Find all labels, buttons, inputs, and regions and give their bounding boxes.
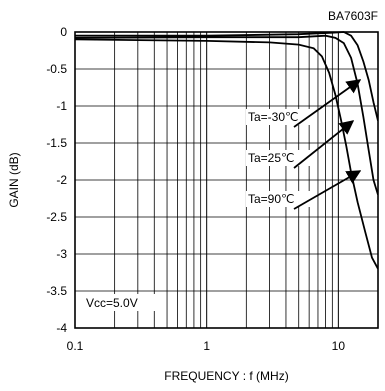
y-tick-label: -1.5 <box>46 136 67 150</box>
y-tick-label: -2 <box>56 173 67 187</box>
annotation-bg <box>246 109 310 125</box>
x-tick-label: 10 <box>332 339 346 353</box>
annotation-bg <box>246 191 310 207</box>
series-line-0 <box>75 31 378 122</box>
y-tick-label: -1 <box>56 99 67 113</box>
annotation-arrow <box>293 79 362 128</box>
series-annotation: Ta=25℃ <box>248 151 295 165</box>
x-tick-label: 0.1 <box>67 339 84 353</box>
annotations: Ta=-30℃ Ta=25℃ Ta=90℃ Vcc=5.0V <box>82 79 362 311</box>
y-tick-label: 0 <box>60 25 67 39</box>
annotation-bg <box>246 150 310 166</box>
annotation-bg <box>82 294 158 311</box>
annotation-arrow <box>293 120 355 169</box>
annotation-arrow <box>293 170 362 210</box>
x-tick-label: 1 <box>203 339 210 353</box>
y-tick-label: -2.5 <box>46 210 67 224</box>
grid <box>74 31 379 329</box>
series-line-2 <box>75 38 378 270</box>
y-tick-label: -3.5 <box>46 284 67 298</box>
series-annotation: Ta=-30℃ <box>248 110 299 124</box>
plot-frame <box>74 31 379 329</box>
curves <box>75 31 378 270</box>
series-annotation: Ta=90℃ <box>248 192 295 206</box>
tick-labels: 0 -0.5 -1 -1.5 -2 -2.5 -3 -3.5 -40.1 1 10 <box>46 25 345 353</box>
x-axis-label: FREQUENCY : f (MHz) <box>164 369 288 383</box>
series-line-1 <box>75 34 378 196</box>
y-tick-label: -4 <box>56 321 67 335</box>
chart-title: BA7603F <box>328 9 378 23</box>
y-tick-label: -3 <box>56 247 67 261</box>
y-tick-label: -0.5 <box>46 62 67 76</box>
condition-annotation: Vcc=5.0V <box>86 296 138 310</box>
y-axis-label: GAIN (dB) <box>7 152 21 207</box>
